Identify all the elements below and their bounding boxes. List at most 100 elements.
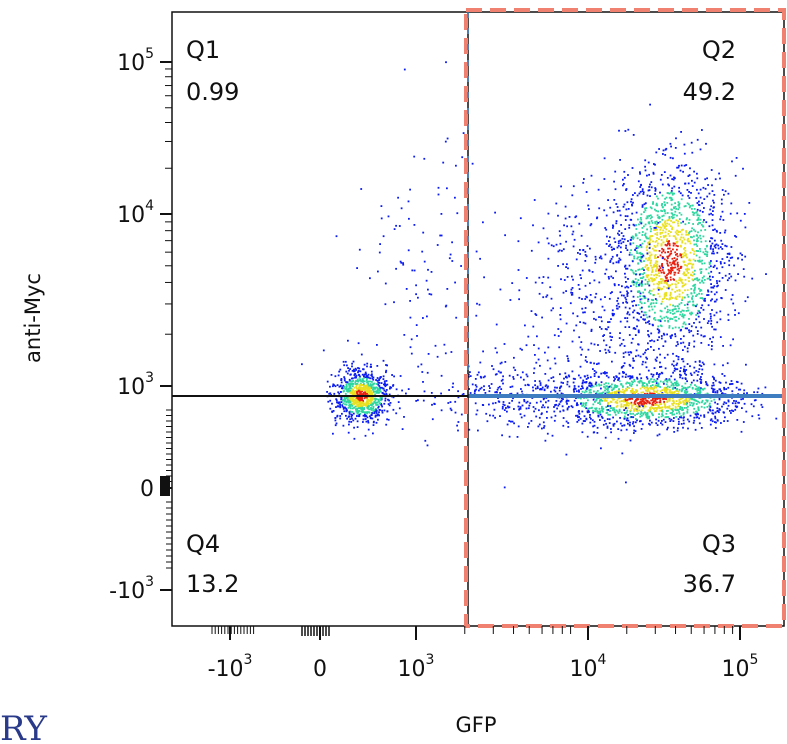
data-point	[638, 373, 641, 376]
data-point	[644, 361, 647, 364]
data-point	[355, 385, 357, 388]
data-point	[606, 235, 608, 238]
data-point	[722, 345, 724, 347]
data-point	[636, 252, 638, 254]
data-point	[615, 203, 618, 205]
data-point	[469, 392, 472, 394]
data-point	[645, 264, 648, 267]
data-point	[367, 421, 370, 424]
data-point	[351, 369, 354, 372]
data-point	[685, 392, 687, 395]
data-point	[632, 381, 634, 384]
data-point	[647, 321, 649, 324]
data-point	[625, 301, 628, 303]
data-point	[669, 303, 672, 306]
data-point	[521, 390, 523, 393]
data-point	[696, 330, 699, 332]
data-point	[572, 377, 575, 380]
data-point	[376, 387, 379, 390]
data-point	[711, 190, 714, 192]
data-point	[338, 370, 341, 373]
data-point	[658, 238, 660, 240]
data-point	[681, 325, 684, 328]
data-point	[349, 386, 352, 389]
data-point	[337, 374, 340, 377]
data-point	[605, 385, 608, 388]
data-point	[646, 216, 649, 219]
data-point	[654, 188, 657, 191]
data-point	[693, 366, 696, 369]
data-point	[699, 281, 701, 284]
data-point	[637, 380, 640, 383]
data-point	[689, 251, 692, 254]
data-point	[541, 316, 543, 319]
data-point	[693, 253, 695, 255]
data-point	[681, 313, 684, 316]
data-point	[363, 373, 366, 376]
data-point	[700, 240, 703, 243]
data-point	[665, 225, 668, 227]
data-point	[613, 379, 615, 382]
data-point	[641, 234, 644, 236]
data-point	[708, 402, 711, 405]
data-point	[361, 398, 363, 400]
data-point	[688, 399, 691, 402]
data-point	[683, 274, 686, 277]
data-point	[700, 268, 703, 271]
data-point	[752, 405, 755, 408]
data-point	[706, 322, 709, 324]
data-point	[712, 409, 714, 412]
data-point	[537, 347, 540, 350]
data-point	[547, 346, 550, 349]
data-point	[696, 202, 699, 204]
data-point	[607, 386, 609, 389]
data-point	[372, 383, 375, 386]
data-point	[630, 236, 633, 239]
data-point	[667, 416, 670, 418]
data-point	[598, 407, 601, 410]
data-point	[344, 403, 346, 406]
data-point	[452, 382, 454, 385]
data-point	[560, 399, 563, 402]
data-point	[642, 353, 645, 356]
data-point	[616, 254, 618, 257]
data-point	[711, 214, 714, 216]
data-point	[677, 233, 679, 236]
data-point	[651, 384, 654, 386]
data-point	[630, 380, 633, 383]
data-point	[666, 202, 669, 204]
data-point	[356, 401, 358, 404]
data-point	[516, 374, 519, 376]
data-point	[656, 378, 659, 380]
data-point	[669, 261, 671, 264]
data-point	[637, 268, 640, 271]
data-point	[701, 279, 703, 282]
data-point	[543, 389, 546, 392]
data-point	[488, 390, 491, 393]
data-point	[672, 410, 674, 413]
data-point	[693, 287, 696, 290]
data-point	[662, 153, 664, 155]
data-point	[730, 246, 733, 248]
data-point	[725, 381, 727, 384]
data-point	[590, 382, 593, 385]
data-point	[690, 192, 692, 194]
data-point	[698, 260, 701, 263]
data-point	[502, 401, 505, 403]
data-point	[700, 427, 703, 429]
data-point	[734, 408, 737, 411]
data-point	[655, 249, 658, 252]
data-point	[646, 174, 648, 177]
data-point	[664, 281, 667, 284]
data-point	[632, 281, 635, 283]
data-point	[667, 406, 669, 409]
data-point	[455, 164, 457, 167]
data-point	[678, 398, 681, 401]
data-point	[645, 314, 647, 316]
data-point	[640, 218, 643, 221]
data-point	[679, 313, 682, 316]
data-point	[703, 363, 705, 366]
data-point	[653, 385, 656, 388]
data-point	[369, 380, 372, 383]
data-point	[356, 403, 358, 406]
